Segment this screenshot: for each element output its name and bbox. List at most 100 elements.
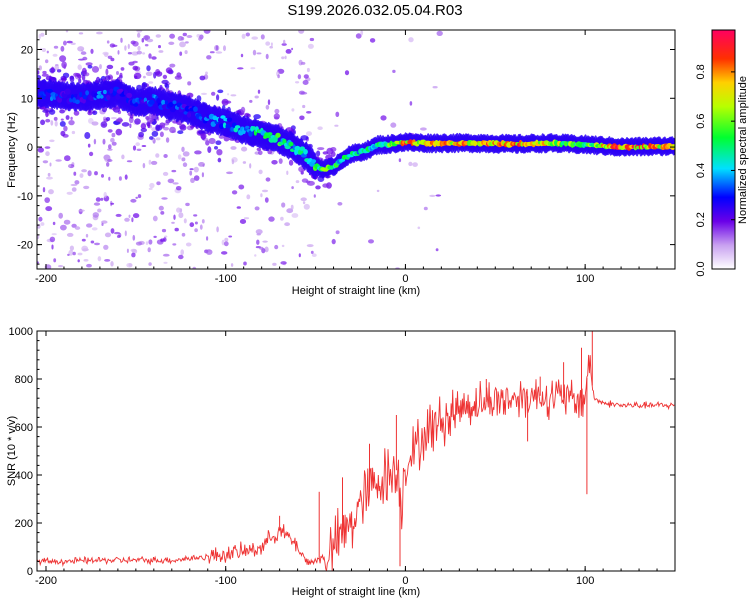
noise-speckle — [142, 52, 146, 55]
noise-speckle — [65, 30, 69, 33]
noise-speckle — [155, 137, 161, 141]
noise-speckle — [368, 239, 374, 244]
noise-speckle — [313, 194, 316, 198]
noise-speckle — [408, 37, 414, 43]
noise-speckle — [68, 249, 74, 256]
noise-speckle — [87, 143, 91, 148]
noise-speckle — [182, 162, 188, 167]
noise-speckle — [331, 238, 336, 245]
noise-speckle — [69, 245, 74, 251]
noise-speckle — [254, 95, 259, 99]
noise-speckle — [277, 74, 280, 79]
noise-speckle — [120, 37, 123, 43]
spread-blob — [84, 132, 91, 139]
noise-speckle — [106, 40, 110, 44]
noise-speckle — [106, 162, 110, 167]
noise-speckle — [126, 248, 129, 253]
ridge-cell — [222, 122, 227, 129]
noise-speckle — [179, 41, 186, 48]
noise-speckle — [227, 93, 230, 96]
spread-blob — [221, 98, 229, 106]
noise-speckle — [77, 259, 80, 263]
noise-speckle — [189, 222, 195, 228]
noise-speckle — [249, 163, 252, 169]
noise-speckle — [172, 182, 179, 185]
noise-speckle — [193, 166, 199, 173]
noise-speckle — [127, 52, 132, 55]
noise-speckle — [171, 169, 177, 173]
noise-speckle — [129, 123, 132, 129]
noise-speckle — [189, 168, 194, 171]
spectrogram-frame — [36, 29, 676, 270]
noise-speckle — [291, 213, 299, 218]
noise-speckle — [239, 219, 247, 224]
noise-speckle — [90, 48, 94, 54]
noise-speckle — [432, 86, 438, 89]
noise-speckle — [230, 263, 234, 267]
noise-speckle — [272, 262, 277, 266]
spread-blob — [40, 119, 46, 126]
noise-speckle — [344, 70, 350, 76]
spread-blob — [110, 57, 115, 62]
noise-speckle — [223, 45, 226, 52]
noise-speckle — [93, 138, 97, 145]
noise-speckle — [226, 171, 233, 175]
noise-speckle — [38, 65, 42, 71]
ridge-cell — [218, 117, 222, 123]
noise-speckle — [148, 187, 153, 190]
noise-speckle — [68, 164, 71, 168]
noise-speckle — [85, 233, 89, 238]
ridge-cell — [81, 98, 86, 104]
spread-blob — [141, 82, 148, 89]
ridge-cell — [212, 115, 218, 121]
noise-speckle — [57, 265, 64, 268]
noise-speckle — [148, 159, 152, 165]
noise-speckle — [137, 32, 141, 38]
noise-speckle — [254, 206, 260, 211]
noise-speckle — [168, 41, 175, 45]
spread-blob — [177, 130, 184, 135]
noise-speckle — [182, 151, 190, 157]
spread-blob — [106, 64, 114, 70]
noise-speckle — [161, 228, 167, 233]
spread-blob — [69, 75, 75, 83]
ridge-cell — [311, 159, 317, 164]
spread-blob — [120, 67, 125, 71]
spread-blob — [331, 151, 336, 157]
ridge-cell — [184, 105, 190, 112]
noise-speckle — [71, 223, 77, 228]
spread-blob — [42, 70, 47, 75]
colorbar-ticks: 0.0 0.2 0.4 0.6 0.8 — [695, 64, 735, 277]
noise-speckle — [148, 239, 153, 245]
noise-speckle — [187, 81, 192, 86]
noise-speckle — [111, 44, 118, 47]
noise-speckle — [67, 253, 70, 256]
noise-speckle — [251, 36, 258, 40]
x-tick-label: 0 — [402, 273, 408, 285]
spread-blob — [147, 122, 151, 129]
noise-speckle — [92, 212, 100, 218]
noise-speckle — [162, 171, 169, 176]
spread-blob — [211, 91, 216, 96]
noise-speckle — [53, 258, 57, 263]
noise-speckle — [158, 50, 164, 53]
noise-speckle — [64, 155, 71, 162]
spread-blob — [85, 62, 93, 66]
noise-speckle — [242, 161, 247, 164]
noise-speckle — [306, 67, 310, 73]
ridge-cell — [219, 123, 224, 130]
ridge-cell — [57, 96, 63, 103]
ridge-cell — [303, 149, 308, 155]
noise-speckle — [135, 196, 138, 199]
noise-speckle — [52, 53, 58, 57]
spread-blob — [315, 185, 321, 190]
noise-speckle — [132, 213, 140, 219]
noise-speckle — [83, 259, 89, 262]
noise-speckle — [71, 187, 77, 192]
noise-speckle — [412, 162, 418, 168]
noise-speckle — [145, 71, 153, 77]
noise-speckle — [130, 40, 136, 45]
noise-speckle — [231, 190, 238, 195]
noise-speckle — [77, 252, 83, 256]
noise-speckle — [174, 227, 179, 232]
